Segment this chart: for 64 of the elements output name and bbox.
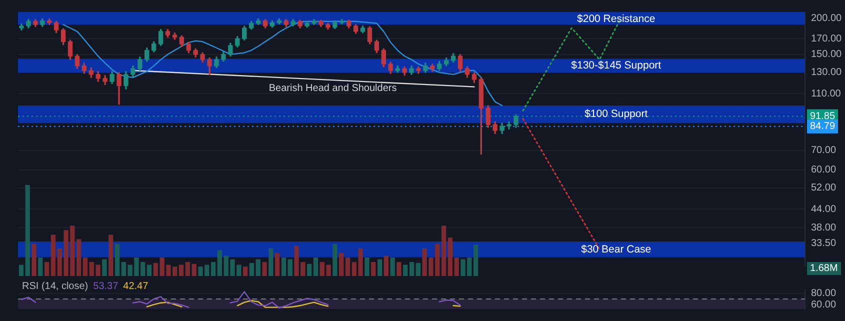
y-tick-label: 200.00 bbox=[811, 12, 842, 24]
bar bbox=[390, 257, 395, 276]
bar bbox=[384, 256, 388, 276]
bar bbox=[146, 264, 152, 276]
annotation: Bearish Head and Shoulders bbox=[268, 82, 397, 94]
bar bbox=[50, 234, 56, 276]
bar bbox=[441, 226, 446, 276]
band-label: $200 Resistance bbox=[577, 12, 656, 25]
bar bbox=[377, 259, 382, 276]
y-tick-label: 60.00 bbox=[811, 299, 836, 310]
y-tick-label: 38.00 bbox=[811, 222, 836, 234]
bar bbox=[371, 262, 376, 276]
ref-line-label: 84.79 bbox=[810, 121, 836, 132]
band-label: $30 Bear Case bbox=[581, 243, 652, 256]
y-tick-label: 33.50 bbox=[811, 238, 836, 250]
bar bbox=[274, 252, 280, 276]
text: 1.68M bbox=[807, 262, 841, 275]
y-tick-label: 52.00 bbox=[811, 182, 836, 194]
bar bbox=[281, 257, 286, 276]
bar bbox=[409, 262, 414, 276]
bar bbox=[416, 262, 421, 276]
bar bbox=[18, 264, 24, 276]
bar bbox=[32, 244, 36, 276]
bar bbox=[313, 257, 318, 276]
bar bbox=[364, 257, 370, 276]
bar bbox=[473, 244, 478, 276]
y-tick-label: 70.00 bbox=[811, 145, 836, 156]
bar bbox=[114, 244, 120, 276]
y-tick-label: 44.00 bbox=[811, 204, 836, 215]
bar bbox=[102, 259, 107, 276]
bar bbox=[178, 264, 184, 276]
bar bbox=[396, 262, 402, 276]
annotation: 42.47 bbox=[123, 280, 149, 292]
bar bbox=[332, 244, 338, 276]
bar bbox=[108, 234, 114, 276]
y-tick-label: 130.00 bbox=[811, 67, 842, 78]
bar bbox=[268, 248, 274, 276]
bar bbox=[306, 264, 312, 276]
bar bbox=[44, 262, 50, 276]
bar bbox=[262, 262, 267, 276]
bar bbox=[339, 252, 344, 276]
bar bbox=[454, 257, 459, 276]
bar bbox=[249, 262, 254, 276]
y-tick-label: 150.00 bbox=[811, 49, 842, 60]
bar bbox=[25, 185, 30, 276]
bar bbox=[242, 266, 248, 276]
y-tick-label: 60.00 bbox=[811, 164, 836, 176]
bar bbox=[82, 257, 88, 276]
bar bbox=[448, 237, 453, 276]
bar bbox=[210, 262, 216, 276]
band-label: $130-$145 Support bbox=[571, 59, 662, 72]
bar bbox=[288, 259, 292, 276]
bar bbox=[38, 257, 43, 276]
ref-line-label: 91.85 bbox=[810, 110, 836, 122]
bar bbox=[403, 264, 408, 276]
y-tick-label: 170.00 bbox=[811, 33, 842, 44]
y-tick-label: 80.00 bbox=[811, 288, 836, 300]
bar bbox=[256, 259, 260, 276]
bar bbox=[217, 250, 222, 276]
band-label: $100 Support bbox=[584, 108, 648, 120]
chart-title: RSI (14, close) bbox=[22, 280, 88, 292]
annotation: 53.37 bbox=[93, 280, 119, 292]
y-tick-label: 110.00 bbox=[811, 88, 842, 100]
bar bbox=[345, 257, 350, 276]
